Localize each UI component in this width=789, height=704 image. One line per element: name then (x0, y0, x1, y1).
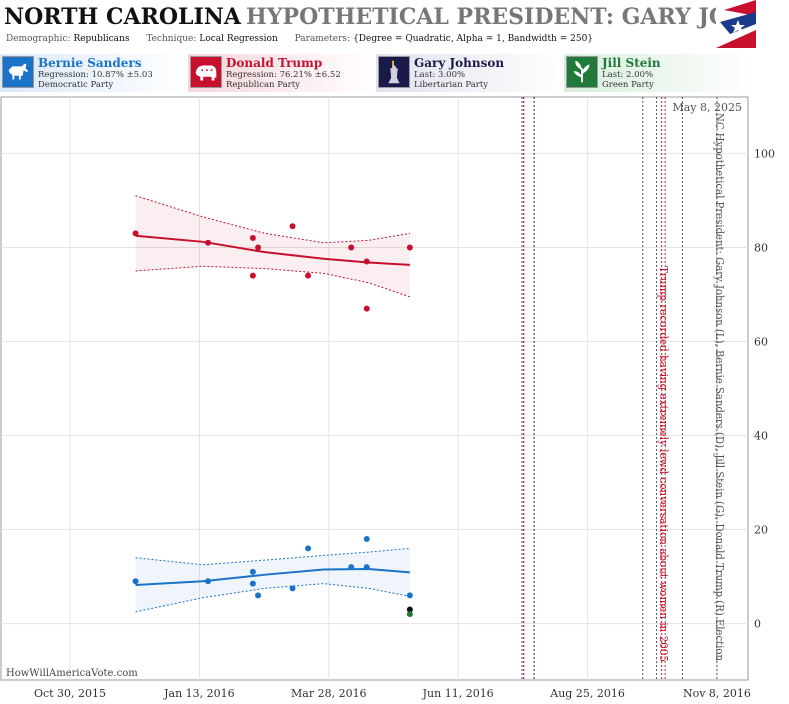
data-point (249, 272, 256, 279)
data-point (406, 606, 413, 613)
y-tick-label: 0 (754, 618, 761, 631)
event-annotation: Trump recorded having extremely lewd con… (657, 266, 670, 662)
candidate-card-johnson[interactable]: Gary Johnson Last: 3.00% Libertarian Par… (376, 54, 566, 92)
data-point (132, 230, 139, 237)
candidate-stat: Last: 2.00% (602, 70, 654, 80)
confidence-band (135, 195, 410, 297)
data-point (348, 244, 355, 251)
data-point (406, 244, 413, 251)
confidence-band (135, 548, 410, 612)
demographic-value: Republicans (73, 34, 130, 44)
candidate-stat: Regression: 10.87% ±5.03 (38, 70, 153, 80)
data-point (255, 592, 262, 599)
candidate-party: Libertarian Party (414, 80, 489, 90)
data-point (205, 578, 212, 585)
statue-of-liberty-icon (378, 56, 410, 88)
trend-line (135, 568, 410, 587)
parameters-label: Parameters: (294, 34, 351, 44)
data-point (363, 564, 370, 571)
x-tick-label: Jun 11, 2016 (422, 687, 494, 700)
data-point (249, 568, 256, 575)
upper-bound-line (135, 195, 410, 244)
donkey-icon (2, 56, 34, 88)
candidate-party: Republican Party (226, 80, 300, 90)
candidate-card-trump[interactable]: Donald Trump Regression: 76.21% ±6.52 Re… (188, 54, 378, 92)
data-point (406, 592, 413, 599)
x-tick-label: Nov 8, 2016 (683, 687, 751, 700)
candidate-party: Green Party (602, 80, 654, 90)
data-point (363, 535, 370, 542)
data-point (363, 258, 370, 265)
data-point (363, 305, 370, 312)
parameters-value: {Degree = Quadratic, Alpha = 1, Bandwidt… (353, 34, 594, 44)
chart-title: NORTH CAROLINA HYPOTHETICAL PRESIDENT: G… (4, 4, 752, 34)
green-leaf-icon (566, 56, 598, 88)
elephant-icon (190, 56, 222, 88)
data-point (289, 585, 296, 592)
candidate-stat: Last: 3.00% (414, 70, 466, 80)
data-point (289, 223, 296, 230)
data-point (249, 580, 256, 587)
lower-bound-line (135, 265, 411, 298)
candidate-name: Bernie Sanders (38, 56, 142, 70)
data-point (249, 235, 256, 242)
candidate-name: Donald Trump (226, 56, 323, 70)
x-tick-label: Jan 13, 2016 (163, 687, 235, 700)
trend-line (135, 234, 410, 266)
demographic-label: Demographic: (6, 34, 71, 44)
candidate-card-stein[interactable]: Jill Stein Last: 2.00% Green Party (564, 54, 754, 92)
y-tick-label: 80 (754, 241, 768, 254)
data-point (305, 272, 312, 279)
race-subtitle: HYPOTHETICAL PRESIDENT: GARY JOHNSON (246, 4, 752, 30)
plot-frame (0, 96, 749, 681)
y-tick-label: 40 (754, 430, 768, 443)
us-flag-icon (716, 0, 756, 48)
data-point (132, 578, 139, 585)
y-tick-label: 20 (754, 524, 768, 537)
data-point (205, 239, 212, 246)
data-point (348, 564, 355, 571)
parameters-line: Demographic: Republicans Technique: Local … (6, 34, 607, 44)
candidate-party: Democratic Party (38, 80, 114, 90)
candidate-legend: Bernie Sanders Regression: 10.87% ±5.03 … (0, 54, 789, 94)
x-tick-label: Mar 28, 2016 (291, 687, 367, 700)
data-point (406, 611, 413, 618)
state-title: NORTH CAROLINA (4, 4, 241, 30)
y-tick-label: 60 (754, 335, 768, 348)
x-tick-label: Aug 25, 2016 (549, 687, 625, 700)
technique-value: Local Regression (199, 34, 278, 44)
candidate-card-sanders[interactable]: Bernie Sanders Regression: 10.87% ±5.03 … (0, 54, 190, 92)
technique-label: Technique: (146, 34, 197, 44)
poll-chart: 0 20 40 60 80 100 Oct 30, 2015 Jan 13, 2016 Mar … (0, 96, 775, 700)
date-label: May 8, 2025 (672, 101, 742, 114)
candidate-stat: Regression: 76.21% ±6.52 (226, 70, 341, 80)
data-point (255, 244, 262, 251)
candidate-name: Gary Johnson (414, 56, 505, 70)
candidate-name: Jill Stein (602, 56, 661, 70)
upper-bound-line (135, 547, 410, 566)
site-watermark: HowWillAmericaVote.com (6, 668, 138, 679)
data-point (305, 545, 312, 552)
y-tick-label: 100 (754, 147, 775, 160)
vertical-title: NC Hypothetical President: Gary Johnson … (713, 113, 726, 661)
x-tick-label: Oct 30, 2015 (34, 687, 106, 700)
